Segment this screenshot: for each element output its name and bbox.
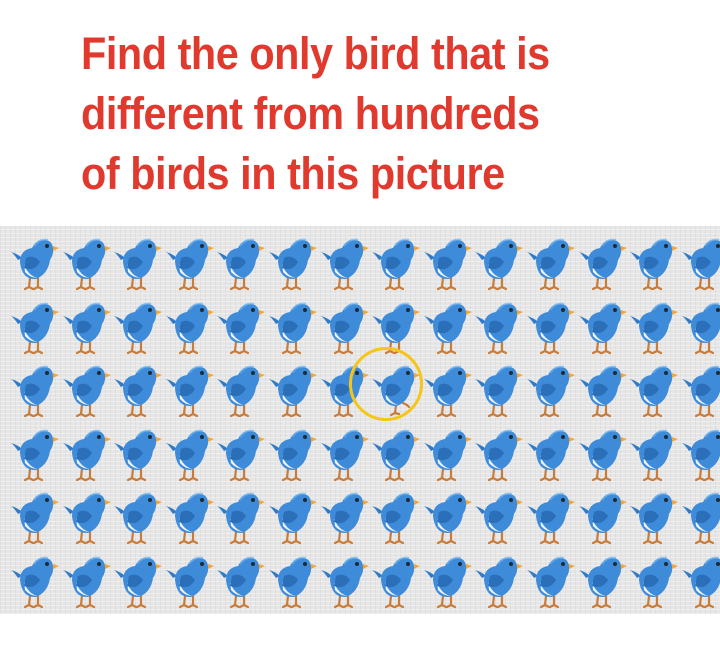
blue-bird-icon[interactable]: [266, 232, 318, 292]
blue-bird-icon[interactable]: [679, 486, 720, 546]
blue-bird-icon[interactable]: [627, 550, 679, 610]
blue-bird-icon[interactable]: [163, 486, 215, 546]
blue-bird-icon[interactable]: [576, 486, 628, 546]
bird-grid: [0, 226, 720, 614]
blue-bird-icon[interactable]: [266, 296, 318, 356]
puzzle-title: Find the only bird that is different fro…: [81, 24, 550, 204]
blue-bird-icon[interactable]: [369, 423, 421, 483]
blue-bird-icon[interactable]: [524, 296, 576, 356]
blue-bird-icon[interactable]: [627, 423, 679, 483]
blue-bird-icon[interactable]: [266, 486, 318, 546]
blue-bird-icon[interactable]: [8, 550, 60, 610]
blue-bird-icon[interactable]: [524, 359, 576, 419]
blue-bird-icon[interactable]: [472, 232, 524, 292]
blue-bird-icon[interactable]: [266, 550, 318, 610]
blue-bird-icon[interactable]: [679, 423, 720, 483]
blue-bird-icon[interactable]: [60, 232, 112, 292]
answer-highlight-circle: [349, 347, 423, 421]
blue-bird-icon[interactable]: [214, 486, 266, 546]
blue-bird-icon[interactable]: [111, 359, 163, 419]
blue-bird-icon[interactable]: [369, 550, 421, 610]
title-line-1: Find the only bird that is: [81, 28, 550, 79]
blue-bird-icon[interactable]: [163, 232, 215, 292]
blue-bird-icon[interactable]: [524, 232, 576, 292]
blue-bird-icon[interactable]: [163, 359, 215, 419]
blue-bird-icon[interactable]: [214, 550, 266, 610]
blue-bird-icon[interactable]: [421, 296, 473, 356]
blue-bird-icon[interactable]: [8, 296, 60, 356]
blue-bird-icon[interactable]: [472, 296, 524, 356]
blue-bird-icon[interactable]: [318, 486, 370, 546]
blue-bird-icon[interactable]: [60, 486, 112, 546]
blue-bird-icon[interactable]: [472, 486, 524, 546]
title-line-2: different from hundreds: [81, 88, 540, 139]
title-area: Find the only bird that is different fro…: [0, 0, 720, 218]
blue-bird-icon[interactable]: [214, 359, 266, 419]
blue-bird-icon[interactable]: [421, 423, 473, 483]
blue-bird-icon[interactable]: [627, 296, 679, 356]
blue-bird-icon[interactable]: [576, 550, 628, 610]
blue-bird-icon[interactable]: [524, 423, 576, 483]
blue-bird-icon[interactable]: [60, 296, 112, 356]
blue-bird-icon[interactable]: [266, 359, 318, 419]
blue-bird-icon[interactable]: [318, 296, 370, 356]
blue-bird-icon[interactable]: [679, 232, 720, 292]
blue-bird-icon[interactable]: [111, 486, 163, 546]
blue-bird-icon[interactable]: [524, 486, 576, 546]
blue-bird-icon[interactable]: [576, 232, 628, 292]
blue-bird-icon[interactable]: [111, 296, 163, 356]
blue-bird-icon[interactable]: [472, 359, 524, 419]
blue-bird-icon[interactable]: [318, 550, 370, 610]
blue-bird-icon[interactable]: [421, 359, 473, 419]
blue-bird-icon[interactable]: [369, 486, 421, 546]
blue-bird-icon[interactable]: [60, 550, 112, 610]
blue-bird-icon[interactable]: [421, 550, 473, 610]
blue-bird-icon[interactable]: [8, 423, 60, 483]
blue-bird-icon[interactable]: [576, 423, 628, 483]
blue-bird-icon[interactable]: [111, 550, 163, 610]
blue-bird-icon[interactable]: [214, 232, 266, 292]
blue-bird-icon[interactable]: [576, 359, 628, 419]
blue-bird-icon[interactable]: [679, 550, 720, 610]
blue-bird-icon[interactable]: [576, 296, 628, 356]
blue-bird-icon[interactable]: [8, 359, 60, 419]
blue-bird-icon[interactable]: [318, 232, 370, 292]
blue-bird-icon[interactable]: [8, 232, 60, 292]
blue-bird-icon[interactable]: [111, 423, 163, 483]
blue-bird-icon[interactable]: [163, 550, 215, 610]
blue-bird-icon[interactable]: [266, 423, 318, 483]
blue-bird-icon[interactable]: [163, 423, 215, 483]
title-line-3: of birds in this picture: [81, 148, 505, 199]
blue-bird-icon[interactable]: [472, 423, 524, 483]
blue-bird-icon[interactable]: [627, 486, 679, 546]
blue-bird-icon[interactable]: [214, 296, 266, 356]
blue-bird-icon[interactable]: [369, 232, 421, 292]
blue-bird-icon[interactable]: [8, 486, 60, 546]
blue-bird-icon[interactable]: [214, 423, 266, 483]
blue-bird-icon[interactable]: [421, 486, 473, 546]
blue-bird-icon[interactable]: [679, 359, 720, 419]
blue-bird-icon[interactable]: [679, 296, 720, 356]
blue-bird-icon[interactable]: [111, 232, 163, 292]
blue-bird-icon[interactable]: [472, 550, 524, 610]
blue-bird-icon[interactable]: [627, 359, 679, 419]
bottom-margin: [0, 614, 720, 648]
blue-bird-icon[interactable]: [60, 423, 112, 483]
blue-bird-icon[interactable]: [60, 359, 112, 419]
blue-bird-icon[interactable]: [421, 232, 473, 292]
blue-bird-icon[interactable]: [318, 423, 370, 483]
blue-bird-icon[interactable]: [163, 296, 215, 356]
blue-bird-icon[interactable]: [524, 550, 576, 610]
blue-bird-icon[interactable]: [627, 232, 679, 292]
